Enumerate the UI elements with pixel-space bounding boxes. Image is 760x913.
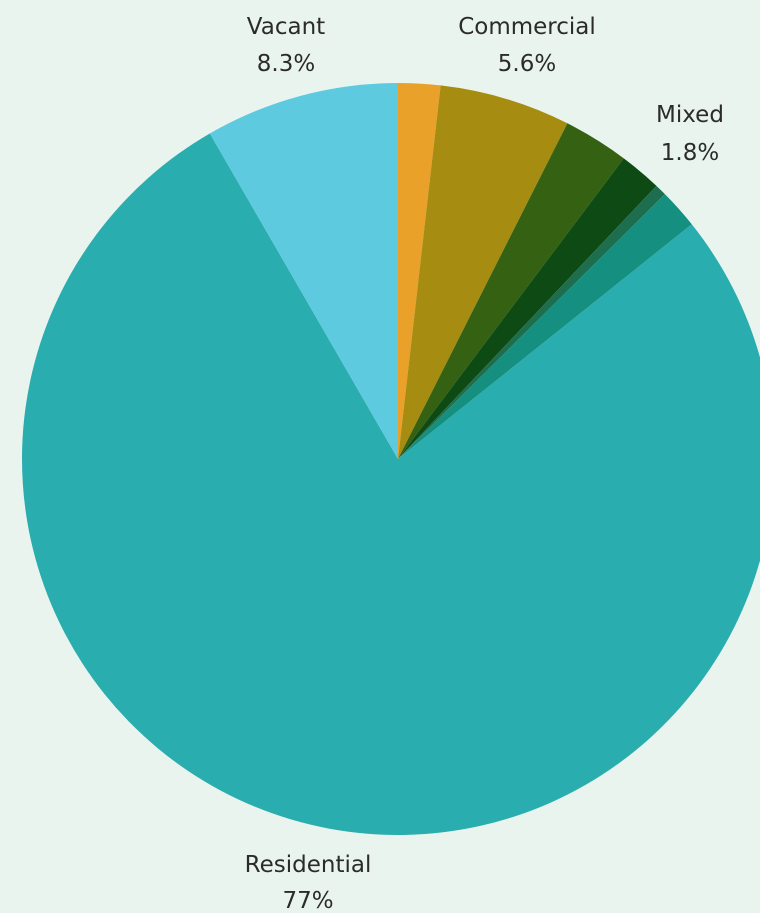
slice-commercial [398,85,568,460]
slice-unlabeled-2 [398,123,624,459]
slice-unlabeled-5 [398,194,692,459]
label-residential-value: 77% [282,888,333,913]
pie-slices [22,83,760,835]
label-residential-name: Residential [245,852,372,878]
slice-vacant [209,83,398,459]
label-vacant-value: 8.3% [257,51,315,77]
label-vacant-name: Vacant [247,14,325,40]
slice-unlabeled-4 [398,185,665,459]
slice-unlabeled-0 [398,83,441,459]
slice-residential [22,133,760,835]
slice-mixed [398,158,657,459]
label-mixed-value: 1.8% [661,140,719,166]
pie-labels: Vacant 8.3% Commercial 5.6% Mixed 1.8% R… [245,14,724,913]
label-commercial-value: 5.6% [498,51,556,77]
label-commercial-name: Commercial [458,14,596,40]
label-mixed-name: Mixed [656,102,724,128]
